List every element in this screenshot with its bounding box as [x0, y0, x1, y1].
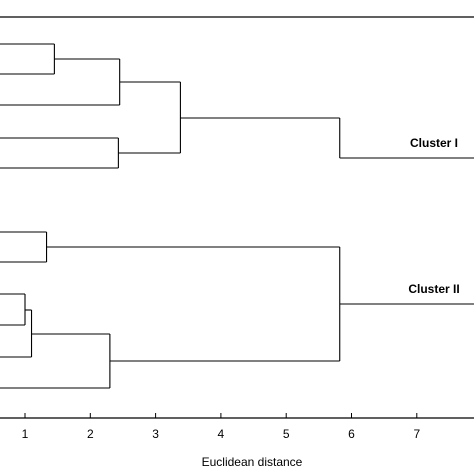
cluster-label: Cluster II — [408, 282, 459, 296]
x-tick-label: 6 — [348, 427, 355, 441]
cluster-labels: Cluster I Cluster II — [408, 136, 459, 296]
plot-frame — [0, 16, 474, 419]
x-tick-label: 7 — [413, 427, 420, 441]
x-axis-ticks: 1 2 3 4 5 6 7 — [22, 413, 420, 441]
cluster-label: Cluster I — [410, 136, 458, 150]
x-tick-label: 3 — [152, 427, 159, 441]
x-tick-label: 1 — [22, 427, 29, 441]
x-tick-label: 2 — [87, 427, 94, 441]
x-axis-label: Euclidean distance — [202, 455, 303, 469]
dendrogram-branches — [0, 43, 474, 389]
x-tick-label: 4 — [218, 427, 225, 441]
x-tick-label: 5 — [283, 427, 290, 441]
